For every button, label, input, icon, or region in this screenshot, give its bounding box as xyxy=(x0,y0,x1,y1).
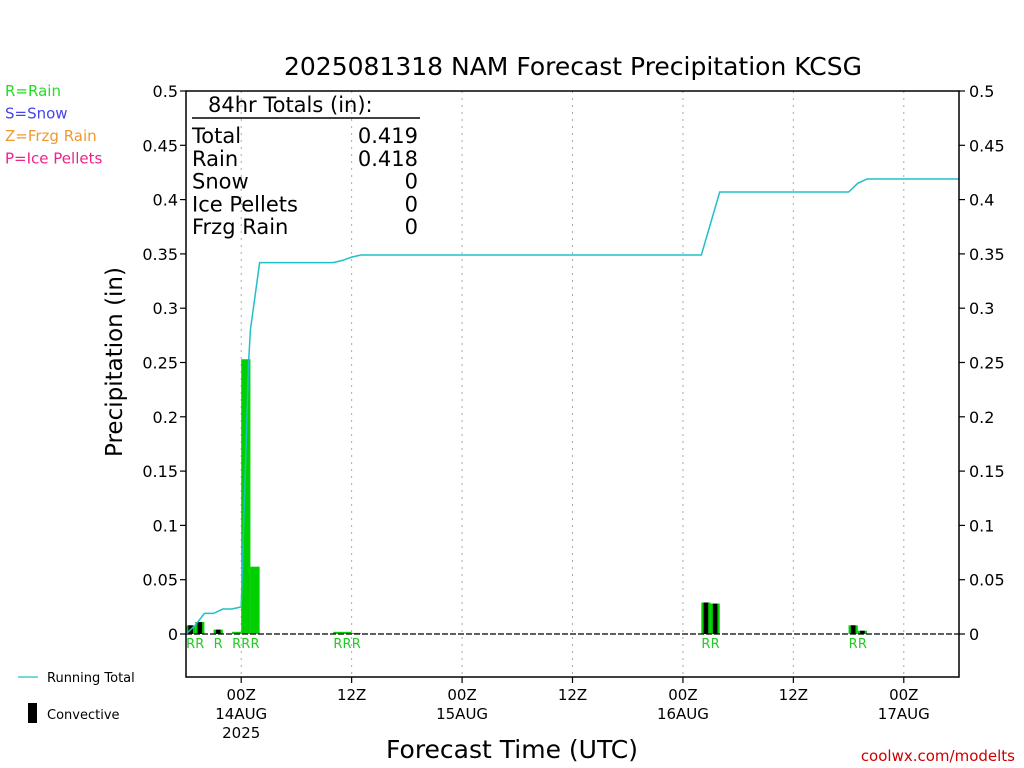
y-tick-label-left: 0.15 xyxy=(142,462,178,481)
rain-bar xyxy=(232,631,242,634)
x-tick-label: 00Z xyxy=(668,686,697,704)
y-axis-left: 0.5 0.45 0.4 0.35 0.3 0.25 0.2 0.15 0.1 0.05 0 xyxy=(142,82,186,644)
precip-type-label: R xyxy=(711,637,720,652)
rain-bar xyxy=(250,566,260,634)
totals-row-label: Ice Pellets xyxy=(192,192,298,216)
x-tick-date: 16AUG xyxy=(657,705,709,723)
running-total-legend-label: Running Total xyxy=(47,671,135,686)
totals-heading: 84hr Totals (in): xyxy=(208,93,373,117)
totals-row-label: Snow xyxy=(192,170,249,194)
precip-type-label: R xyxy=(241,637,250,652)
totals-box: 84hr Totals (in): Total 0.419 Rain 0.418 Sno… xyxy=(191,93,420,239)
precip-type-label: R xyxy=(343,637,352,652)
bottom-legend: Running Total Convective xyxy=(18,671,135,723)
precip-type-label: R xyxy=(333,637,342,652)
totals-row-label: Frzg Rain xyxy=(192,215,288,239)
running-total-line xyxy=(185,178,959,635)
convective-bar xyxy=(850,625,856,634)
type-legend-item: S=Snow xyxy=(5,105,68,123)
totals-row-value: 0.419 xyxy=(358,124,418,148)
y-tick-label-right: 0.1 xyxy=(969,516,994,535)
precip-type-label: R xyxy=(232,637,241,652)
y-axis-right: 0.5 0.45 0.4 0.35 0.3 0.25 0.2 0.15 0.1 0.05 0 xyxy=(959,82,1005,644)
x-axis-label: Forecast Time (UTC) xyxy=(386,735,638,764)
y-axis-label: Precipitation (in) xyxy=(102,267,128,457)
y-tick-label-right: 0.25 xyxy=(969,354,1005,373)
precip-bars xyxy=(186,359,867,634)
y-tick-label-left: 0.2 xyxy=(153,408,178,427)
rain-bar xyxy=(241,359,251,634)
precip-type-label: R xyxy=(701,637,710,652)
precip-type-label: R xyxy=(858,637,867,652)
type-legend-item: Z=Frzg Rain xyxy=(5,127,97,145)
y-tick-label-right: 0.45 xyxy=(969,136,1005,155)
x-tick-year: 2025 xyxy=(222,724,260,742)
convective-bar xyxy=(197,622,203,634)
y-tick-label-left: 0.05 xyxy=(142,571,178,590)
convective-legend-swatch xyxy=(28,703,37,723)
y-tick-label-left: 0.5 xyxy=(153,82,178,101)
y-tick-label-left: 0.1 xyxy=(153,516,178,535)
totals-rows: Total 0.419 Rain 0.418 Snow 0 Ice Pellets 0 Frzg… xyxy=(191,124,418,239)
convective-legend-label: Convective xyxy=(47,708,120,723)
chart-title: 2025081318 NAM Forecast Precipitation KC… xyxy=(284,52,862,81)
y-tick-label-left: 0.3 xyxy=(153,299,178,318)
convective-bar xyxy=(703,602,709,634)
y-tick-label-right: 0.2 xyxy=(969,408,994,427)
type-legend-item: R=Rain xyxy=(5,82,61,100)
rain-bar xyxy=(342,631,352,634)
convective-bar xyxy=(860,630,865,634)
x-tick-date: 17AUG xyxy=(878,705,930,723)
y-tick-label-left: 0.4 xyxy=(153,191,178,210)
precip-type-label: R xyxy=(250,637,259,652)
x-tick-label: 00Z xyxy=(447,686,476,704)
y-tick-label-left: 0.45 xyxy=(142,136,178,155)
y-tick-label-right: 0 xyxy=(969,625,979,644)
x-tick-label: 12Z xyxy=(558,686,587,704)
precip-type-label: R xyxy=(186,637,195,652)
x-tick-label: 12Z xyxy=(779,686,808,704)
totals-row-value: 0 xyxy=(405,170,418,194)
rain-bar xyxy=(333,631,343,634)
y-tick-label-right: 0.4 xyxy=(969,191,994,210)
y-tick-label-right: 0.3 xyxy=(969,299,994,318)
y-tick-label-left: 0 xyxy=(168,625,178,644)
x-tick-date: 14AUG xyxy=(215,705,267,723)
x-tick-date: 15AUG xyxy=(436,705,488,723)
totals-row-label: Total xyxy=(191,124,241,148)
totals-row-value: 0 xyxy=(405,192,418,216)
precip-type-legend: R=Rain S=Snow Z=Frzg Rain P=Ice Pellets xyxy=(5,82,102,168)
convective-bar xyxy=(712,603,718,634)
gridlines xyxy=(240,91,905,677)
y-tick-label-right: 0.5 xyxy=(969,82,994,101)
precip-type-label: R xyxy=(849,637,858,652)
y-tick-label-right: 0.05 xyxy=(969,571,1005,590)
convective-bar xyxy=(215,629,221,634)
precip-type-label: R xyxy=(352,637,361,652)
credit-text: coolwx.com/modelts xyxy=(861,747,1015,765)
y-tick-label-right: 0.15 xyxy=(969,462,1005,481)
totals-row-label: Rain xyxy=(192,147,238,171)
precip-type-label: R xyxy=(195,637,204,652)
precip-type-label: R xyxy=(214,637,223,652)
y-tick-label-left: 0.25 xyxy=(142,354,178,373)
totals-row-value: 0 xyxy=(405,215,418,239)
x-tick-label: 00Z xyxy=(227,686,256,704)
y-tick-label-left: 0.35 xyxy=(142,245,178,264)
totals-row-value: 0.418 xyxy=(358,147,418,171)
x-tick-label: 12Z xyxy=(337,686,366,704)
x-tick-label: 00Z xyxy=(889,686,918,704)
y-tick-label-right: 0.35 xyxy=(969,245,1005,264)
type-legend-item: P=Ice Pellets xyxy=(5,150,102,168)
